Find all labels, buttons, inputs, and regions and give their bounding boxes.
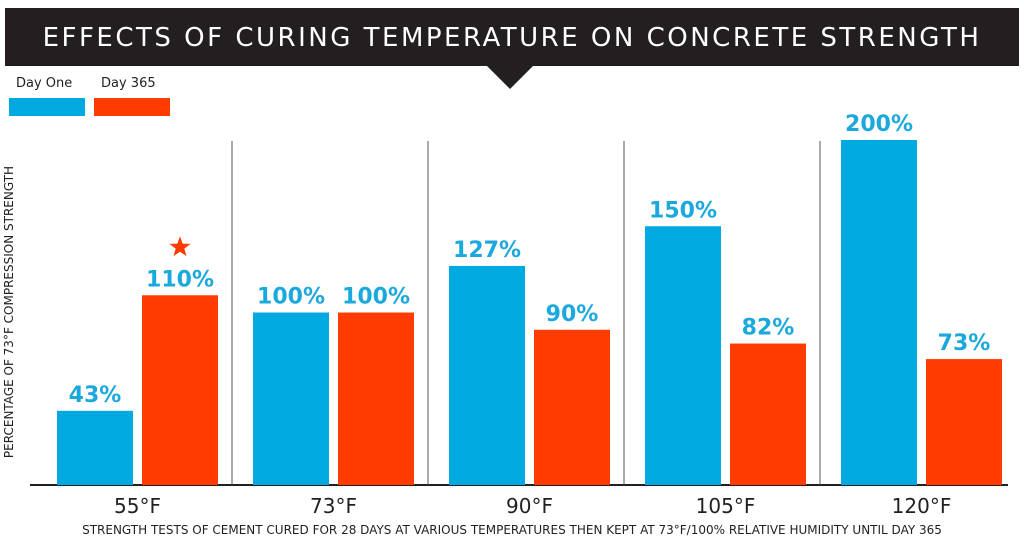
chart-title: EFFECTS OF CURING TEMPERATURE ON CONCRET… (42, 23, 982, 53)
bar-day-one (449, 265, 525, 485)
x-axis-label: STRENGTH TESTS OF CEMENT CURED FOR 28 DA… (82, 523, 942, 537)
x-tick-label: 73°F (310, 494, 357, 518)
bar-day-365 (142, 295, 218, 485)
legend-label-day-365: Day 365 (101, 76, 156, 91)
bar-day-one (253, 312, 329, 485)
x-tick-label: 90°F (506, 494, 553, 518)
x-tick-label: 105°F (696, 494, 756, 518)
x-tick-label: 55°F (114, 494, 161, 518)
data-label: 150% (649, 198, 717, 223)
star-icon (169, 236, 191, 257)
legend-swatch-day-one (9, 98, 85, 116)
data-label: 100% (257, 285, 325, 310)
bar-day-one (57, 410, 133, 485)
x-tick-label: 120°F (892, 494, 952, 518)
bar-day-365 (534, 329, 610, 485)
bar-day-365 (730, 343, 806, 485)
data-label: 127% (453, 238, 521, 263)
title-banner (5, 8, 1019, 66)
title-banner-pointer (486, 65, 534, 89)
data-label: 73% (938, 331, 991, 356)
bar-day-365 (338, 312, 414, 485)
data-label: 82% (742, 316, 795, 341)
data-label: 43% (69, 383, 122, 408)
bar-day-365 (926, 359, 1002, 485)
data-label: 200% (845, 112, 913, 137)
bar-day-one (645, 226, 721, 485)
data-label: 90% (546, 302, 599, 327)
y-axis-label: PERCENTAGE OF 73°F COMPRESSION STRENGTH (2, 165, 16, 459)
data-label: 100% (342, 285, 410, 310)
bar-day-one (841, 140, 917, 485)
data-label: 110% (146, 267, 214, 292)
legend-swatch-day-365 (94, 98, 170, 116)
legend-label-day-one: Day One (16, 76, 73, 91)
